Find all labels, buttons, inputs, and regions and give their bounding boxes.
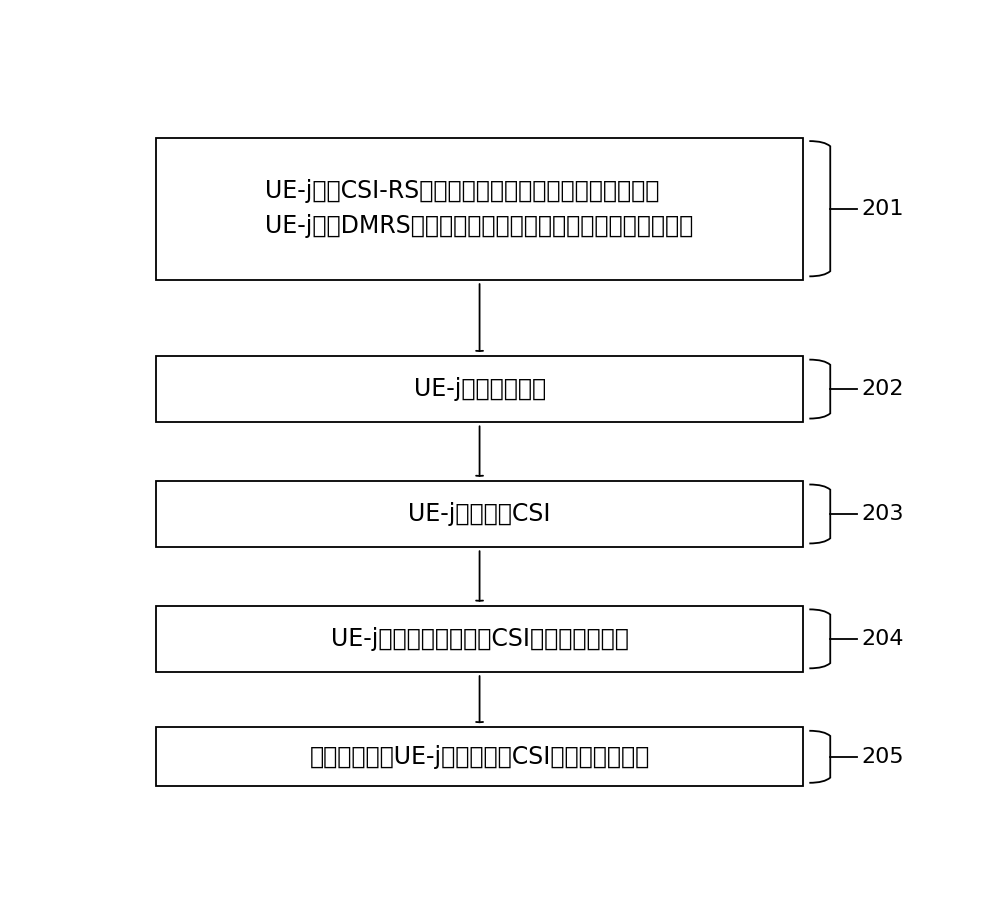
Text: UE-j计算加权矢量: UE-j计算加权矢量 xyxy=(414,378,546,401)
Text: UE-j计算加权CSI: UE-j计算加权CSI xyxy=(408,502,551,526)
Bar xyxy=(156,481,803,547)
Text: UE-j利用CSI-RS估计服务小区到自身的信道状态信息；
UE-j利用DMRS估计主干扰邻小区到自身的等效信道状态信息: UE-j利用CSI-RS估计服务小区到自身的信道状态信息； UE-j利用DMRS… xyxy=(265,179,694,239)
Text: 203: 203 xyxy=(861,504,904,524)
Bar xyxy=(156,727,803,787)
Bar xyxy=(156,605,803,672)
Bar xyxy=(156,138,803,280)
Text: UE-j将计算得到的加权CSI反馈到服务小区: UE-j将计算得到的加权CSI反馈到服务小区 xyxy=(331,627,629,651)
Bar xyxy=(156,356,803,422)
Text: 202: 202 xyxy=(861,379,904,399)
Text: 服务小区根据UE-j反馈的加权CSI计算预编码矩阵: 服务小区根据UE-j反馈的加权CSI计算预编码矩阵 xyxy=(309,745,650,769)
Text: 205: 205 xyxy=(861,747,904,767)
Text: 204: 204 xyxy=(861,629,904,649)
Text: 201: 201 xyxy=(861,199,904,219)
